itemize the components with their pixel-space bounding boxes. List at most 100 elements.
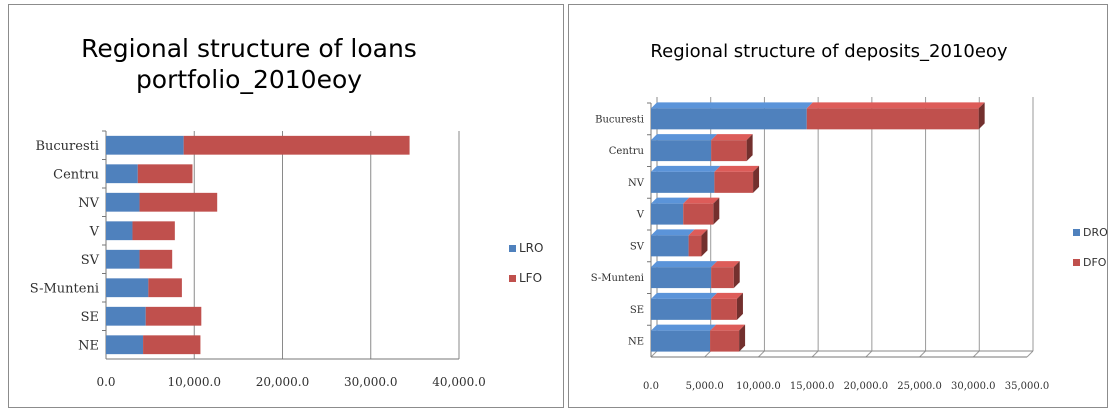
category-label: S-Munteni (30, 281, 99, 296)
bar-dfo-side (739, 324, 746, 352)
bar-dro-top (651, 292, 718, 299)
gridline (1026, 350, 1034, 358)
bar-lfo (139, 249, 173, 269)
bar-dro (651, 298, 712, 320)
bar-dfo-side (733, 261, 740, 289)
bar-dfo-side (746, 134, 753, 162)
bar-dfo-side (753, 165, 760, 193)
legend-item-dro: DRO (1073, 225, 1108, 239)
bar-lro (106, 164, 138, 184)
bar-lro (106, 335, 144, 355)
deposits-chart-plot: 0.0 5,000.0 10,000.0 15,000.0 20,000.0 25,000… (591, 97, 1050, 392)
category-label: Centru (609, 146, 645, 157)
bar-dfo-top (714, 165, 760, 172)
x-tick-label: 10,000.0 (736, 381, 781, 392)
legend-item-lro: LRO (509, 241, 543, 255)
bar-dro-top (651, 324, 717, 331)
x-tick-label: 25,000.0 (897, 381, 942, 392)
bar-dfo-top (711, 292, 743, 299)
bar-dfo-top (711, 134, 753, 141)
category-label: Bucuresti (595, 114, 644, 125)
bar-dfo-top (711, 261, 740, 268)
bar-dfo-side (713, 197, 720, 225)
gridline (811, 350, 819, 358)
bar-lro (106, 192, 140, 212)
x-tick-label: 10,000.0 (168, 375, 221, 389)
x-tick-label: 20,000.0 (256, 375, 309, 389)
category-label: NE (628, 337, 644, 348)
x-tick-label: 35,000.0 (1005, 381, 1050, 392)
bar-dfo-top (710, 324, 746, 331)
category-label: SV (630, 241, 645, 252)
category-label: SE (630, 305, 644, 316)
gridline (758, 350, 765, 358)
gridline (650, 350, 658, 358)
bar-dfo-side (701, 229, 708, 257)
bar-lro (106, 221, 133, 241)
legend-item-dfo: DFO (1073, 255, 1108, 269)
bar-dfo-side (978, 102, 985, 130)
bar-dro-top (651, 102, 813, 109)
bar-dfo-top (683, 197, 720, 204)
loans-chart-plot: 0.0 10,000.0 20,000.0 30,000.0 40,000.0 Bucur… (30, 130, 486, 389)
bar-dro-top (651, 165, 721, 172)
legend-label: DRO (1083, 225, 1108, 239)
bar-lro (106, 306, 146, 326)
legend-swatch (1073, 258, 1080, 266)
category-label: NV (78, 196, 99, 211)
bar-lfo (143, 335, 201, 355)
category-label: NE (78, 338, 99, 353)
bar-dro (651, 108, 807, 130)
bar-dro (651, 235, 689, 257)
x-tick-label: 0.0 (96, 375, 115, 389)
bar-dro (651, 203, 684, 225)
legend-label: LRO (519, 241, 544, 255)
x-tick-label: 20,000.0 (844, 381, 889, 392)
bar-dfo (688, 235, 702, 257)
bar-dro-top (651, 261, 718, 268)
legend-label: LFO (519, 271, 543, 285)
bar-dro (651, 171, 715, 193)
x-tick-label: 40,000.0 (432, 375, 485, 389)
loans-chart-panel: Regional structure of loans portfolio_20… (8, 4, 564, 408)
bar-dfo (806, 108, 979, 130)
chart-title: Regional structure of deposits_2010eoy (650, 41, 1008, 62)
bar-dro-top (651, 197, 690, 204)
bar-lro (106, 278, 149, 298)
category-label: SV (81, 253, 100, 268)
deposits-chart-panel: Regional structure of deposits_2010eoy 0… (568, 4, 1108, 408)
bar-lfo (139, 192, 218, 212)
gridline (704, 350, 712, 358)
bar-dro (651, 140, 712, 162)
bar-dfo (714, 171, 754, 193)
bar-lro (106, 135, 184, 155)
bar-dfo (711, 267, 734, 289)
bar-dfo (683, 203, 714, 225)
legend-swatch (509, 274, 516, 282)
category-label: Centru (53, 167, 99, 182)
category-label: Bucuresti (35, 139, 99, 154)
bar-dfo (711, 140, 747, 162)
bar-dro-top (651, 229, 695, 236)
bar-dro (651, 330, 711, 352)
legend-item-lfo: LFO (509, 271, 543, 285)
x-tick-label: 0.0 (643, 381, 659, 392)
x-tick-label: 5,000.0 (686, 381, 724, 392)
bar-dfo (711, 298, 737, 320)
bar-dfo-top (806, 102, 985, 109)
bar-lfo (148, 278, 182, 298)
bar-lfo (132, 221, 175, 241)
bar-dfo-top (688, 229, 708, 236)
legend-swatch (509, 244, 516, 252)
chart-title: Regional structure of loans portfolio_20… (81, 34, 417, 95)
x-tick-label: 30,000.0 (951, 381, 996, 392)
bar-lfo (137, 164, 193, 184)
bar-lfo (145, 306, 202, 326)
x-tick-label: 15,000.0 (790, 381, 835, 392)
gridline (919, 350, 926, 358)
legend-swatch (1073, 228, 1080, 236)
legend-label: DFO (1083, 255, 1107, 269)
category-label: SE (81, 310, 99, 325)
bar-dfo-side (736, 292, 743, 320)
bar-dfo (710, 330, 740, 352)
